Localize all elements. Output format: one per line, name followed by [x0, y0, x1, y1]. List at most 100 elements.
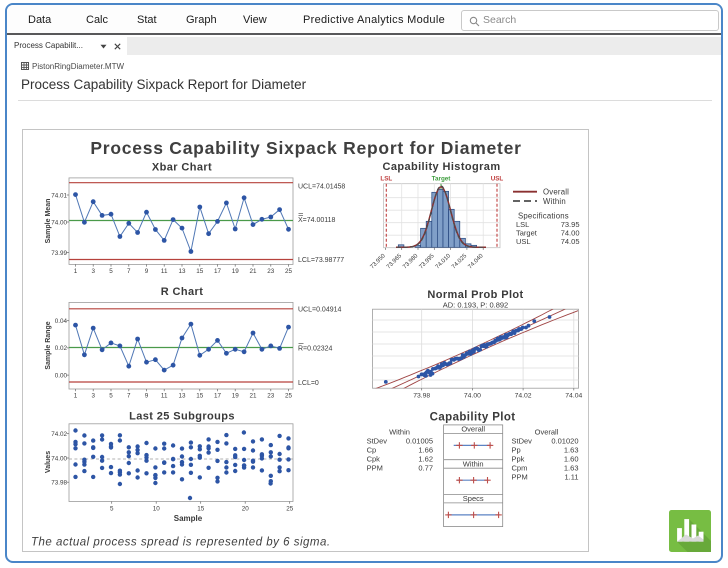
- svg-text:25: 25: [285, 268, 293, 275]
- svg-text:0.01020: 0.01020: [551, 437, 578, 446]
- svg-text:13: 13: [178, 268, 186, 275]
- svg-text:Values: Values: [45, 451, 52, 473]
- svg-text:UCL=0.04914: UCL=0.04914: [298, 307, 342, 314]
- svg-text:74.05: 74.05: [561, 237, 580, 246]
- svg-text:Cp: Cp: [367, 446, 377, 455]
- svg-text:74.02: 74.02: [51, 431, 67, 438]
- svg-text:1: 1: [74, 393, 78, 400]
- svg-text:15: 15: [196, 268, 204, 275]
- svg-text:1.60: 1.60: [564, 455, 579, 464]
- svg-text:PPM: PPM: [367, 464, 383, 473]
- svg-text:73.95: 73.95: [561, 220, 580, 229]
- svg-text:Target: Target: [432, 176, 452, 183]
- svg-text:Capability Plot: Capability Plot: [430, 412, 516, 424]
- svg-text:10: 10: [153, 506, 161, 513]
- svg-text:USL: USL: [491, 176, 504, 183]
- svg-text:7: 7: [127, 268, 131, 275]
- svg-text:R Chart: R Chart: [161, 286, 204, 298]
- svg-text:Cpk: Cpk: [367, 455, 381, 464]
- svg-text:Process Capability Sixpack Rep: Process Capability Sixpack Report for Di…: [90, 138, 521, 158]
- svg-text:0.04: 0.04: [55, 318, 68, 325]
- svg-text:74.040: 74.040: [467, 253, 485, 271]
- svg-text:73.980: 73.980: [402, 253, 420, 271]
- svg-text:17: 17: [214, 268, 222, 275]
- svg-text:LSL: LSL: [380, 176, 392, 183]
- svg-text:Specifications: Specifications: [518, 212, 569, 221]
- svg-text:5: 5: [109, 393, 113, 400]
- svg-text:74.025: 74.025: [451, 253, 469, 271]
- svg-text:74.010: 74.010: [435, 253, 453, 271]
- svg-text:7: 7: [127, 393, 131, 400]
- svg-text:Cpm: Cpm: [512, 464, 528, 473]
- svg-text:1.63: 1.63: [564, 446, 579, 455]
- svg-text:15: 15: [196, 393, 204, 400]
- svg-text:1.63: 1.63: [564, 464, 579, 473]
- svg-text:3: 3: [91, 268, 95, 275]
- svg-text:11: 11: [161, 268, 168, 275]
- svg-text:Capability Histogram: Capability Histogram: [382, 161, 500, 173]
- svg-text:21: 21: [249, 393, 257, 400]
- svg-text:X=74.00118: X=74.00118: [298, 217, 336, 224]
- svg-text:R=0.02324: R=0.02324: [298, 346, 333, 353]
- svg-text:23: 23: [267, 393, 275, 400]
- svg-text:USL: USL: [516, 237, 531, 246]
- svg-text:Sample Range: Sample Range: [45, 321, 52, 369]
- svg-text:0.77: 0.77: [418, 464, 433, 473]
- svg-text:Sample Mean: Sample Mean: [45, 199, 52, 244]
- svg-text:LCL=0: LCL=0: [298, 380, 319, 387]
- svg-text:74.01: 74.01: [51, 192, 67, 199]
- svg-text:19: 19: [232, 268, 240, 275]
- svg-text:21: 21: [249, 268, 257, 275]
- svg-text:StDev: StDev: [512, 437, 533, 446]
- svg-text:Last 25 Subgroups: Last 25 Subgroups: [129, 411, 235, 423]
- svg-text:13: 13: [178, 393, 186, 400]
- svg-text:LCL=73.98777: LCL=73.98777: [298, 257, 344, 264]
- svg-text:25: 25: [286, 506, 294, 513]
- svg-text:PPM: PPM: [512, 473, 528, 482]
- svg-text:74.00: 74.00: [51, 455, 67, 462]
- svg-text:17: 17: [214, 393, 222, 400]
- svg-text:9: 9: [145, 393, 149, 400]
- svg-text:74.00: 74.00: [464, 393, 481, 400]
- svg-text:0.02: 0.02: [55, 345, 68, 352]
- svg-text:StDev: StDev: [367, 437, 388, 446]
- svg-text:11: 11: [161, 393, 168, 400]
- svg-text:73.98: 73.98: [413, 393, 430, 400]
- svg-text:74.00: 74.00: [561, 229, 580, 238]
- svg-text:Overall: Overall: [461, 425, 485, 434]
- svg-text:Xbar Chart: Xbar Chart: [152, 162, 212, 174]
- svg-text:1.62: 1.62: [418, 455, 433, 464]
- svg-text:74.04: 74.04: [565, 393, 582, 400]
- svg-text:1.11: 1.11: [564, 473, 578, 482]
- svg-text:23: 23: [267, 268, 275, 275]
- svg-text:25: 25: [285, 393, 293, 400]
- svg-text:3: 3: [91, 393, 95, 400]
- svg-text:74.02: 74.02: [515, 393, 532, 400]
- svg-text:1: 1: [74, 268, 78, 275]
- svg-text:Within: Within: [543, 197, 566, 206]
- svg-text:5: 5: [110, 506, 114, 513]
- svg-text:0.01005: 0.01005: [406, 437, 433, 446]
- svg-text:9: 9: [145, 268, 149, 275]
- svg-text:AD: 0.193, P: 0.892: AD: 0.193, P: 0.892: [443, 301, 508, 310]
- svg-text:Normal Prob Plot: Normal Prob Plot: [427, 289, 523, 301]
- svg-text:1.66: 1.66: [418, 446, 433, 455]
- svg-text:73.950: 73.950: [370, 253, 388, 271]
- svg-text:20: 20: [242, 506, 250, 513]
- svg-text:73.965: 73.965: [386, 253, 404, 271]
- svg-text:Sample: Sample: [174, 514, 203, 523]
- svg-text:Specs: Specs: [463, 494, 484, 503]
- svg-text:Overall: Overall: [535, 428, 559, 437]
- svg-text:The actual process spread is r: The actual process spread is represented…: [31, 537, 331, 549]
- svg-text:Ppk: Ppk: [512, 455, 525, 464]
- svg-text:0.00: 0.00: [55, 372, 68, 379]
- svg-text:73.98: 73.98: [51, 480, 67, 487]
- svg-text:Overall: Overall: [543, 188, 569, 197]
- svg-text:5: 5: [109, 268, 113, 275]
- svg-text:15: 15: [197, 506, 205, 513]
- svg-text:Within: Within: [463, 460, 484, 469]
- svg-text:Target: Target: [516, 229, 538, 238]
- svg-text:UCL=74.01458: UCL=74.01458: [298, 184, 345, 191]
- svg-text:Pp: Pp: [512, 446, 521, 455]
- svg-text:73.995: 73.995: [418, 253, 436, 271]
